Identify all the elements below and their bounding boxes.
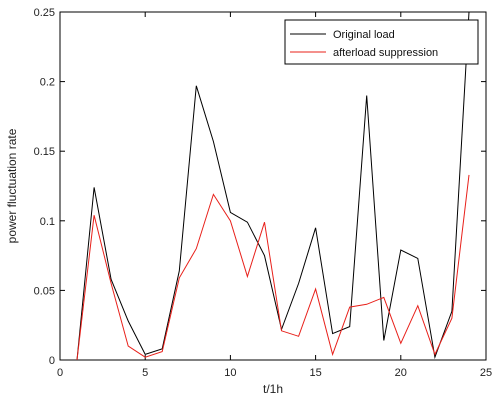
x-tick-label: 5 [142,367,148,379]
x-tick-label: 25 [480,367,492,379]
tick-layer: 0 5 10 15 20 25 0 0.05 0.1 0.15 0.2 0.25 [34,7,493,379]
x-tick-label: 20 [395,367,407,379]
x-axis-label: t/1h [263,382,283,396]
series-line-original-load [76,11,470,361]
y-tick-label: 0.15 [34,146,55,158]
legend: Original load afterload suppression [284,19,479,65]
x-tick-label: 15 [309,367,321,379]
legend-box [284,19,479,65]
x-tick-label: 0 [57,367,63,379]
y-axis-label: power fluctuation rate [5,128,19,243]
x-tick-label: 10 [224,367,236,379]
y-tick-label: 0 [49,355,55,367]
legend-label-original-load: Original load [333,29,395,41]
y-tick-label: 0.05 [34,285,55,297]
plot-frame [59,11,487,361]
y-tick-label: 0.1 [40,216,55,228]
series-layer [76,11,470,361]
legend-label-afterload-suppression: afterload suppression [333,47,438,59]
series-line-afterload-suppression [76,174,470,361]
y-tick-label: 0.25 [34,7,55,19]
y-tick-label: 0.2 [40,77,55,89]
